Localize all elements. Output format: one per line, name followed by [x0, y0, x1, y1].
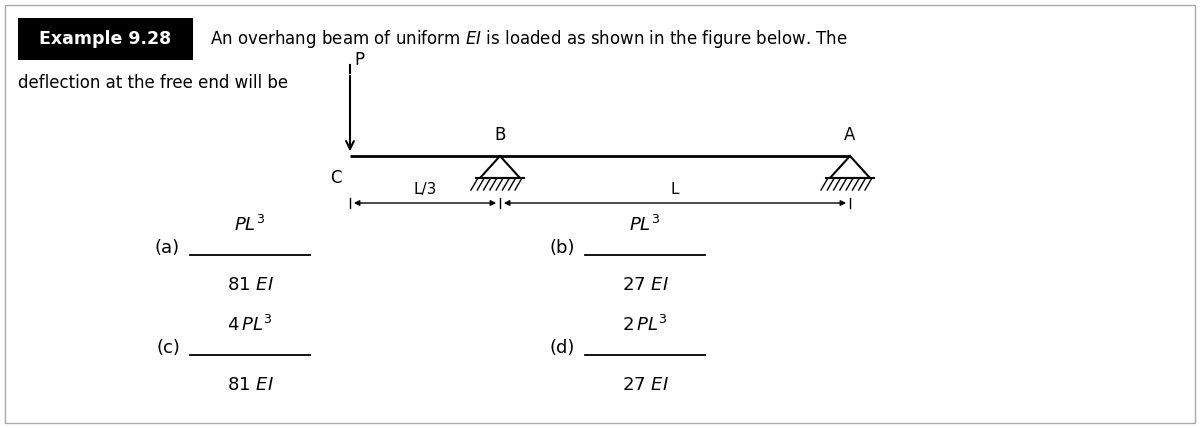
Text: L: L [671, 182, 679, 197]
Text: $27\ EI$: $27\ EI$ [622, 276, 668, 294]
Text: deflection at the free end will be: deflection at the free end will be [18, 74, 288, 92]
Polygon shape [480, 156, 520, 178]
Text: B: B [494, 126, 505, 144]
Text: (b): (b) [550, 239, 575, 257]
Text: An overhang beam of uniform $EI$ is loaded as shown in the figure below. The: An overhang beam of uniform $EI$ is load… [210, 28, 847, 50]
Text: L/3: L/3 [413, 182, 437, 197]
Text: $81\ EI$: $81\ EI$ [227, 276, 274, 294]
Text: $2\,PL^3$: $2\,PL^3$ [623, 315, 667, 335]
Text: Example 9.28: Example 9.28 [40, 30, 172, 48]
Text: $PL^3$: $PL^3$ [630, 215, 660, 235]
Polygon shape [830, 156, 870, 178]
Text: P: P [354, 51, 364, 69]
Text: (a): (a) [155, 239, 180, 257]
Text: $PL^3$: $PL^3$ [234, 215, 265, 235]
Text: (d): (d) [550, 339, 575, 357]
Text: (c): (c) [156, 339, 180, 357]
Text: C: C [330, 169, 342, 187]
Text: $81\ EI$: $81\ EI$ [227, 376, 274, 394]
Text: $27\ EI$: $27\ EI$ [622, 376, 668, 394]
Text: A: A [845, 126, 856, 144]
Text: $4\,PL^3$: $4\,PL^3$ [227, 315, 272, 335]
FancyBboxPatch shape [18, 18, 193, 60]
